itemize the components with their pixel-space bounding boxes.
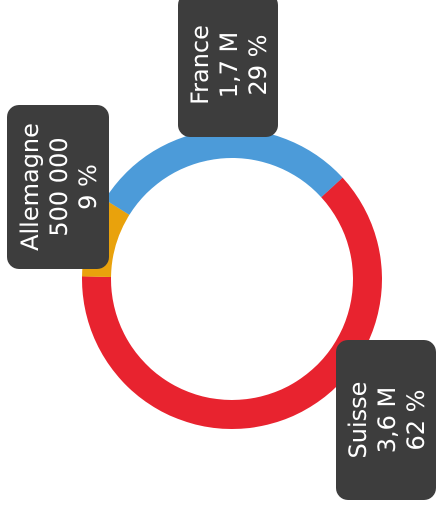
label-box-france [178,0,278,137]
label-name-suisse: Suisse [344,382,372,459]
slice-france [104,129,343,215]
label-name-france: France [186,25,214,105]
label-value-allemagne: 500 000 [45,137,73,236]
label-france: France 1,7 M 29 % [178,0,278,137]
label-box-suisse [336,340,436,500]
label-allemagne: Allemagne 500 000 9 % [7,105,109,269]
label-percent-france: 29 % [244,35,272,96]
slice-suisse [82,177,382,429]
label-name-allemagne: Allemagne [16,123,44,251]
label-percent-allemagne: 9 % [74,164,102,210]
label-percent-suisse: 62 % [402,390,430,451]
label-value-france: 1,7 M [215,32,243,99]
label-suisse: Suisse 3,6 M 62 % [336,340,436,500]
label-value-suisse: 3,6 M [373,387,401,454]
label-box-allemagne [7,105,109,269]
